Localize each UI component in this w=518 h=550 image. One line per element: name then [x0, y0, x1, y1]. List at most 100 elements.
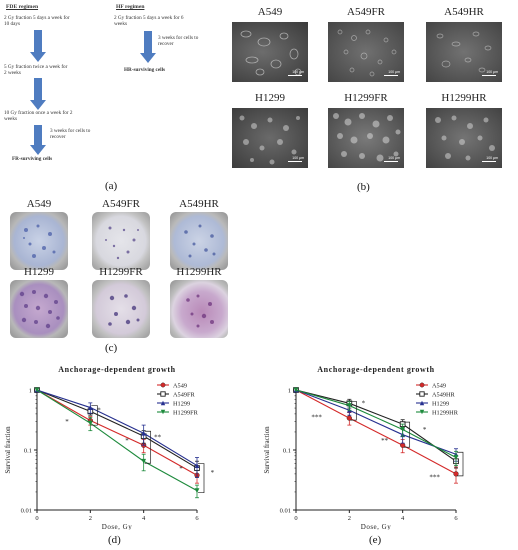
series-line — [36, 389, 198, 467]
significance-marker: * — [211, 469, 215, 477]
significance-marker: * — [179, 465, 183, 473]
x-axis-label: Dose, Gy — [361, 523, 391, 530]
data-point — [160, 400, 166, 406]
significance-bracket — [457, 451, 464, 477]
series-line — [36, 389, 198, 476]
arrow-down-icon — [30, 78, 46, 110]
legend-label: H1299FR — [173, 410, 199, 417]
fde-result: FR-surviving cells — [12, 156, 53, 162]
scale-bar — [482, 74, 496, 76]
significance-marker: * — [97, 407, 101, 415]
data-point — [160, 391, 166, 397]
scale-bar — [288, 160, 302, 162]
y-tick-label: 0.01 — [280, 508, 291, 515]
panel-a-label: (a) — [105, 180, 118, 192]
significance-bracket — [198, 463, 205, 494]
y-tick-label: 0.1 — [283, 448, 291, 455]
data-point — [293, 387, 299, 393]
dish-title: A549 — [26, 198, 52, 210]
legend-label: A549 — [173, 383, 187, 390]
significance-marker: ** — [381, 437, 389, 445]
micrograph-title: A549FR — [347, 6, 385, 18]
chart-title: Anchorage-dependent growth — [317, 365, 434, 374]
significance-marker: * — [362, 400, 366, 408]
scale-bar — [288, 74, 302, 76]
data-point — [453, 455, 459, 460]
legend-label: H1299 — [173, 401, 190, 408]
x-tick-label: 6 — [454, 515, 458, 522]
x-tick-label: 4 — [142, 515, 146, 522]
scale-bar — [482, 160, 496, 162]
data-point — [419, 400, 425, 406]
data-point — [141, 430, 147, 436]
arrow-down-icon — [30, 30, 46, 62]
scale-bar — [384, 74, 398, 76]
data-point — [160, 409, 166, 415]
x-tick-label: 6 — [195, 515, 199, 522]
micrograph-title: H1299HR — [441, 92, 487, 104]
survival-chart-d: Anchorage-dependent growth 0.01 0.1 1 0 2 4 6 Do… — [4, 365, 215, 530]
hf-result: HR-surviving cells — [124, 67, 166, 73]
fde-step-2: 5 Gy fraction twice a week for 2 weeks — [4, 64, 68, 77]
colony-dish — [92, 280, 150, 338]
x-tick-label: 4 — [401, 515, 405, 522]
significance-bracket — [144, 430, 152, 464]
significance-marker: *** — [429, 474, 440, 482]
data-point — [419, 382, 425, 388]
scale-bar-label: 100 μm — [388, 70, 400, 74]
scale-bar-label: 100 μm — [486, 156, 498, 160]
colony-dish — [92, 212, 150, 270]
colony-dish — [10, 212, 68, 270]
dish-title: H1299 — [24, 266, 54, 278]
y-tick-label: 0.1 — [24, 448, 32, 455]
data-point — [141, 458, 147, 464]
x-tick-label: 2 — [348, 515, 351, 522]
dish-title: A549HR — [179, 198, 219, 210]
survival-chart-e: Anchorage-dependent growth 0.01 0.1 1 0 2 4 6 Do… — [263, 365, 464, 530]
data-point — [194, 463, 200, 468]
y-axis-label: Survival fraction — [263, 426, 271, 474]
series-line — [36, 389, 198, 469]
micrograph-image: 100 μm — [426, 22, 502, 82]
micrograph-title: H1299 — [255, 92, 285, 104]
micrograph-title: A549HR — [444, 6, 484, 18]
y-tick-label: 0.01 — [21, 508, 32, 515]
x-tick-label: 0 — [35, 515, 38, 522]
micrograph-title: H1299FR — [344, 92, 388, 104]
data-point — [419, 391, 425, 397]
hf-step-1: 2 Gy fraction 5 days a week for 6 weeks — [114, 15, 184, 28]
legend-label: A549HR — [432, 392, 456, 399]
data-point — [453, 471, 459, 477]
significance-bracket — [403, 421, 411, 448]
fde-step-4: 3 weeks for cells to recover — [50, 128, 91, 141]
fde-step-1: 2 Gy fraction 5 days a week for 10 days — [4, 15, 70, 28]
significance-marker: * — [65, 418, 69, 426]
micrograph-image: 100 μm — [328, 22, 404, 82]
y-tick-label: 1 — [288, 388, 291, 395]
scale-bar-label: 100 μm — [292, 70, 304, 74]
series-line — [295, 389, 457, 462]
panel-d-label: (d) — [108, 534, 121, 546]
colony-dish — [10, 280, 68, 338]
significance-marker: *** — [311, 414, 322, 422]
colony-dish — [170, 212, 228, 270]
data-point — [346, 403, 352, 408]
scale-bar-label: 100 μm — [292, 156, 304, 160]
hf-header: HF regimen — [116, 4, 145, 10]
panel-e-label: (e) — [369, 534, 382, 546]
panel-b-label: (b) — [357, 181, 370, 193]
micrograph-image: 100 μm — [328, 108, 404, 168]
arrow-down-icon — [30, 125, 46, 155]
fde-step-3: 10 Gy fraction once a week for 2 weeks — [4, 110, 73, 123]
data-point — [346, 415, 352, 421]
significance-bracket — [91, 405, 98, 426]
legend-label: H1299HR — [432, 410, 459, 417]
data-point — [194, 488, 200, 494]
series-line — [36, 389, 198, 492]
dish-title: H1299FR — [99, 266, 143, 278]
data-point — [34, 387, 40, 393]
x-axis-label: Dose, Gy — [102, 523, 132, 530]
scale-bar-label: 100 μm — [388, 156, 400, 160]
series-line — [295, 389, 457, 458]
micrograph-image: 100 μm — [232, 22, 308, 82]
